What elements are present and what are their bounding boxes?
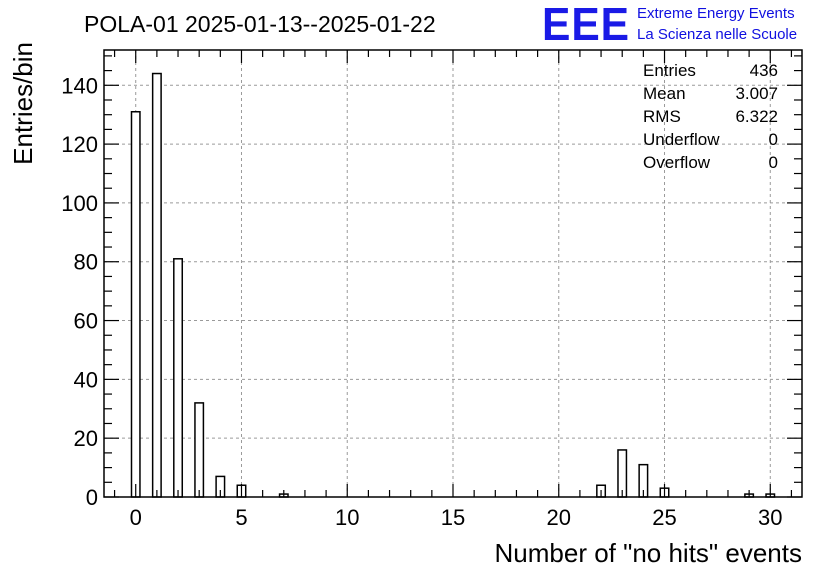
y-tick-label-0: 0: [86, 485, 98, 510]
x-tick-label-5: 5: [235, 505, 247, 530]
eee-logo: EEE Extreme Energy Events La Scienza nel…: [542, 0, 797, 50]
stat-label-overflow: Overflow: [643, 153, 711, 172]
bar-3: [194, 402, 205, 498]
grid-lines: [104, 50, 802, 497]
stat-value-rms: 6.322: [735, 107, 778, 126]
bar-2: [173, 258, 184, 498]
y-tick-label-100: 100: [61, 191, 98, 216]
stat-label-entries: Entries: [643, 61, 696, 80]
x-tick-label-10: 10: [335, 505, 359, 530]
stat-value-mean: 3.007: [735, 84, 778, 103]
x-tick-label-30: 30: [758, 505, 782, 530]
x-tick-label-0: 0: [130, 505, 142, 530]
logo-line-1: Extreme Energy Events: [637, 5, 795, 22]
chart-title: POLA-01 2025-01-13--2025-01-22: [84, 11, 436, 37]
x-tick-label-20: 20: [547, 505, 571, 530]
stats-box: Entries 436 Mean 3.007 RMS 6.322 Underfl…: [643, 61, 778, 172]
bar-1: [151, 72, 162, 498]
y-tick-label-60: 60: [74, 309, 98, 334]
x-axis-title: Number of "no hits" events: [495, 538, 803, 568]
stat-value-overflow: 0: [769, 153, 778, 172]
stat-label-mean: Mean: [643, 84, 686, 103]
axis-ticks: [104, 50, 802, 498]
bar-23: [617, 449, 628, 498]
x-tick-label-25: 25: [652, 505, 676, 530]
y-tick-label-120: 120: [61, 132, 98, 157]
y-tick-label-20: 20: [74, 426, 98, 451]
plot-frame: [103, 49, 803, 498]
eee-logo-mark: EEE: [542, 0, 630, 50]
stat-value-entries: 436: [750, 61, 778, 80]
y-axis-title: Entries/bin: [8, 42, 38, 165]
x-tick-label-15: 15: [441, 505, 465, 530]
y-tick-label-40: 40: [74, 367, 98, 392]
bar-0: [130, 111, 141, 498]
stat-label-rms: RMS: [643, 107, 681, 126]
y-tick-labels: 0 20 40 60 80 100 120 140: [61, 73, 98, 510]
logo-line-2: La Scienza nelle Scuole: [637, 26, 797, 43]
y-tick-label-80: 80: [74, 250, 98, 275]
stat-value-underflow: 0: [769, 130, 778, 149]
stat-label-underflow: Underflow: [643, 130, 720, 149]
x-tick-labels: 0 5 10 15 20 25 30: [130, 505, 783, 530]
y-tick-label-140: 140: [61, 73, 98, 98]
